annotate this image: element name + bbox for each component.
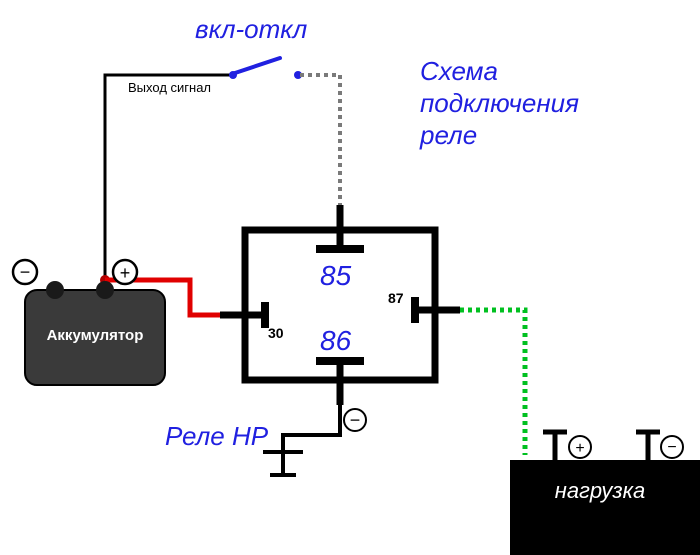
title-line-3: реле xyxy=(419,120,477,150)
switch-label: вкл-откл xyxy=(195,14,308,44)
load-minus: − xyxy=(667,439,676,456)
wire-signal-out xyxy=(105,75,230,280)
battery-plus: + xyxy=(120,263,131,283)
load-plus: + xyxy=(575,440,584,457)
relay-wiring-diagram: Схема подключения реле вкл-откл Выход си… xyxy=(0,0,700,555)
battery-minus: − xyxy=(20,262,31,282)
switch-lever xyxy=(235,58,280,73)
load-body xyxy=(510,460,700,555)
battery-terminal-plus xyxy=(96,281,114,299)
title-line-1: Схема xyxy=(420,56,498,86)
battery-label: Аккумулятор xyxy=(47,327,144,344)
load-label: нагрузка xyxy=(555,478,646,503)
wire-87-to-load xyxy=(460,310,525,455)
relay-label: Реле НР xyxy=(165,421,269,451)
pin-86-label: 86 xyxy=(320,325,352,356)
relay-ground-minus: − xyxy=(350,410,361,430)
pin-30-label: 30 xyxy=(268,325,284,341)
signal-output-label: Выход сигнал xyxy=(128,80,211,95)
pin-87-label: 87 xyxy=(388,290,404,306)
battery-terminal-minus xyxy=(46,281,64,299)
title-line-2: подключения xyxy=(420,88,579,118)
pin-85-label: 85 xyxy=(320,260,352,291)
wire-switch-to-85 xyxy=(300,75,340,205)
wire-relay-ground xyxy=(283,405,340,452)
